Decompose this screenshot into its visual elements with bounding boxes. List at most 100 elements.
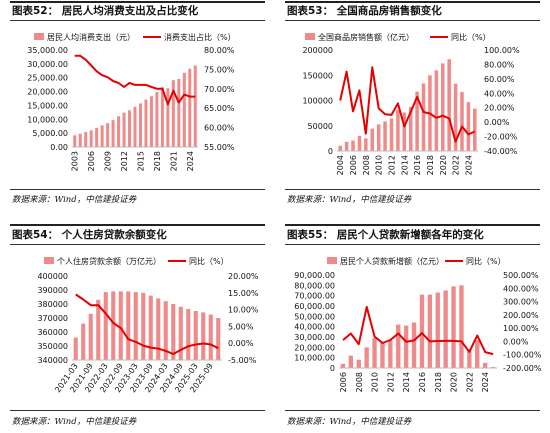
- bar: [84, 132, 88, 147]
- title-bottom-rule: [10, 20, 265, 21]
- bar: [467, 349, 472, 368]
- title-bottom-rule: [10, 244, 265, 245]
- x-tick-label: 2008: [362, 155, 371, 175]
- source-rule: [285, 189, 540, 190]
- y-right-tick-label: -40.00%: [484, 147, 518, 156]
- x-tick-label: 2009: [104, 151, 113, 171]
- bar: [133, 292, 138, 360]
- y-right-tick-label: 5.00%: [228, 322, 254, 331]
- legend-bar-label: 个人住房贷款余额（万亿元）: [57, 256, 161, 266]
- legend-bar-swatch: [327, 257, 337, 264]
- title-top-rule: [10, 1, 265, 3]
- bar: [351, 140, 355, 151]
- bar: [459, 285, 464, 368]
- x-tick-label: 2014: [400, 155, 409, 175]
- y-right-tick-label: 500.00%: [503, 271, 539, 280]
- bar: [473, 108, 477, 151]
- x-tick-label: 2006: [349, 155, 358, 175]
- y-right-tick-label: 40.00%: [484, 89, 515, 98]
- x-tick-label: 2020: [450, 372, 459, 392]
- bar: [357, 135, 362, 151]
- chart-new-loans: 居民个人贷款新增额（亿元） 同比（%） 010,000.00 20,000.0030,…: [294, 256, 542, 392]
- bar: [383, 121, 387, 151]
- bar: [435, 292, 440, 368]
- chart-panel-consumption: 图表52： 居民人均消费支出及占比变化 居民人均消费支出（元） 消费支出占比（%）…: [0, 0, 275, 216]
- bar: [372, 338, 377, 368]
- legend-bar-label: 居民个人贷款新增额（亿元）: [340, 256, 444, 266]
- x-tick-label: 2022: [465, 372, 474, 392]
- legend-bar-swatch: [44, 257, 54, 264]
- x-tick-label: 2006: [339, 372, 348, 392]
- bar: [388, 340, 393, 368]
- y-left-tick-label: 10,000.00: [294, 354, 335, 363]
- chart-title: 图表52： 居民人均消费支出及占比变化: [12, 5, 199, 17]
- y-left-tick-label: 400000: [37, 272, 68, 281]
- legend-bar-label: 居民人均消费支出（元）: [47, 32, 135, 42]
- chart-source: 数据来源：Wind，中信建投证券: [12, 195, 137, 205]
- legend-bar-swatch: [305, 33, 315, 40]
- y-left-tick-label: 80,000.00: [294, 281, 335, 290]
- bar: [178, 306, 183, 360]
- series-line: [74, 54, 196, 106]
- x-tick-label: 2016: [418, 372, 427, 392]
- legend-line-label: 同比（%）: [466, 256, 506, 266]
- x-tick-label: 2012: [387, 155, 396, 175]
- y-left-tick-label: 390000: [37, 286, 68, 295]
- bar: [193, 65, 197, 147]
- y-right-tick-label: 70.00%: [204, 85, 235, 94]
- bar: [193, 311, 198, 360]
- bar: [356, 359, 361, 368]
- bar: [482, 362, 488, 368]
- y-left-tick-label: 0: [330, 364, 335, 373]
- bar: [403, 325, 409, 368]
- chart-title: 图表54： 个人住房贷款余额变化: [12, 229, 167, 241]
- bar: [443, 290, 448, 368]
- y-right-tick-label: 400.00%: [503, 284, 539, 293]
- y-right-tick-label: 0.00%: [503, 337, 529, 346]
- bar: [427, 294, 433, 368]
- bar: [78, 133, 82, 147]
- chart-panel-mortgage-balance: 图表54： 个人住房贷款余额变化 个人住房贷款余额（万亿元） 同比（%） 34000…: [0, 217, 275, 433]
- y-right-tick-label: 100.00%: [484, 46, 520, 55]
- bar: [208, 314, 213, 360]
- bar: [160, 87, 164, 147]
- y-right-tick-label: 20.00%: [484, 104, 515, 113]
- bar: [106, 123, 110, 147]
- y-left-tick-label: 50,000.00: [294, 312, 335, 321]
- bar: [451, 286, 456, 368]
- x-tick-label: 2003: [71, 151, 80, 171]
- chart-panel-new-loans: 图表55： 居民个人贷款新增额各年的变化 居民个人贷款新增额（亿元） 同比（%） 0…: [275, 217, 550, 433]
- legend-line-label: 同比（%）: [451, 32, 491, 42]
- bar: [411, 322, 417, 368]
- y-right-tick-label: 10.00%: [228, 306, 259, 315]
- x-tick-label: 2012: [120, 151, 129, 171]
- bar: [166, 88, 170, 147]
- bar: [133, 106, 137, 147]
- y-right-tick-label: -20.00%: [484, 133, 518, 142]
- x-tick-label: 2024: [186, 151, 195, 171]
- x-tick-label: 2022: [452, 155, 461, 175]
- y-left-tick-label: 90,000.00: [294, 271, 335, 280]
- title-top-rule: [10, 224, 265, 226]
- y-left-tick-label: 380000: [37, 300, 68, 309]
- bar: [453, 83, 458, 151]
- y-right-tick-label: 20.00%: [228, 272, 259, 281]
- y-left-tick-label: 360000: [37, 328, 68, 337]
- y-right-tick-label: 80.00%: [484, 60, 515, 69]
- x-tick-label: 2020: [439, 155, 448, 175]
- bar: [447, 59, 451, 151]
- bar: [389, 118, 394, 151]
- bar: [370, 128, 375, 151]
- legend-line-label: 消费支出占比（%）: [164, 32, 236, 42]
- bar: [138, 103, 142, 147]
- bar: [155, 91, 159, 147]
- bar: [100, 125, 104, 147]
- chart-title: 图表53： 全国商品房销售额变化: [287, 5, 442, 17]
- y-left-tick-label: 50000: [308, 122, 333, 131]
- source-rule: [10, 410, 265, 411]
- y-left-tick-label: 30,000.00: [27, 60, 68, 69]
- bar: [128, 110, 132, 147]
- bar: [171, 304, 176, 360]
- bar: [338, 145, 342, 151]
- series-line: [339, 66, 476, 143]
